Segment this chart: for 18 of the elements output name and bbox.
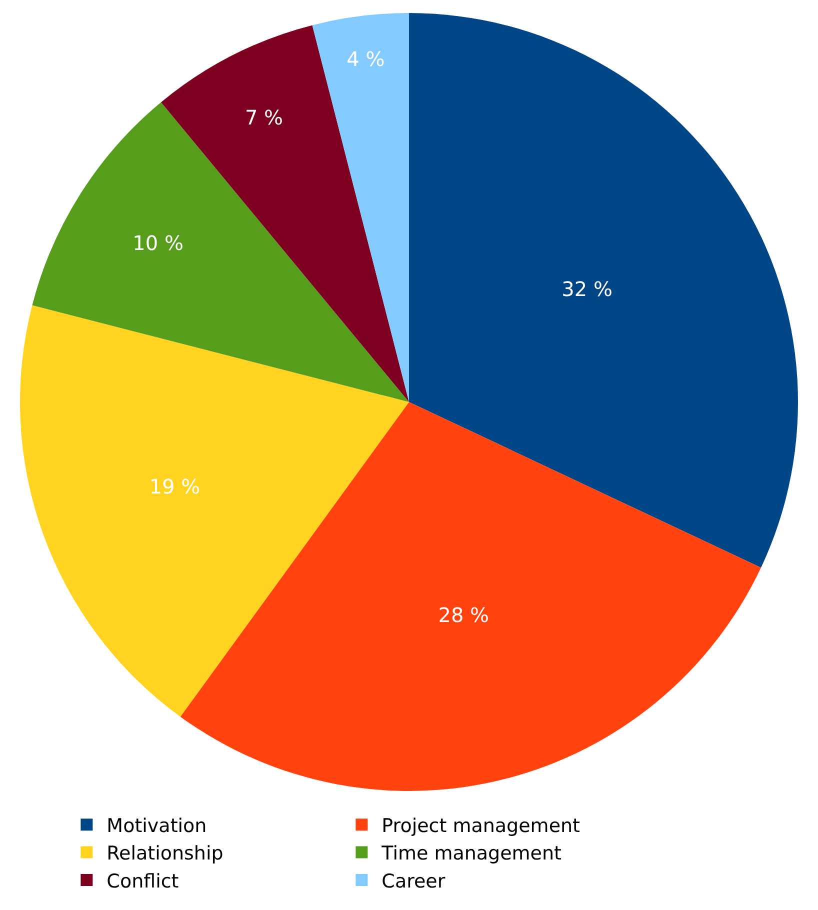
legend-label: Career bbox=[382, 870, 446, 892]
data-label: 7 % bbox=[244, 105, 284, 130]
pie-slice bbox=[312, 13, 409, 402]
legend-label: Motivation bbox=[106, 815, 207, 838]
data-label: 19 % bbox=[149, 474, 200, 498]
data-label: 32 % bbox=[562, 276, 612, 301]
data-label: 4 % bbox=[346, 47, 385, 72]
data-label: 28 % bbox=[438, 602, 490, 627]
pie-slice bbox=[32, 102, 409, 402]
pie-slice bbox=[20, 305, 409, 717]
legend-label: Conflict bbox=[106, 870, 179, 892]
data-label: 10 % bbox=[132, 230, 184, 255]
pie-slice bbox=[180, 402, 761, 791]
pie-slice bbox=[409, 13, 798, 568]
pie-slice bbox=[161, 25, 409, 402]
legend-label: Relationship bbox=[106, 842, 224, 865]
legend-label: Time management bbox=[380, 842, 562, 865]
legend-label: Project management bbox=[382, 815, 580, 838]
